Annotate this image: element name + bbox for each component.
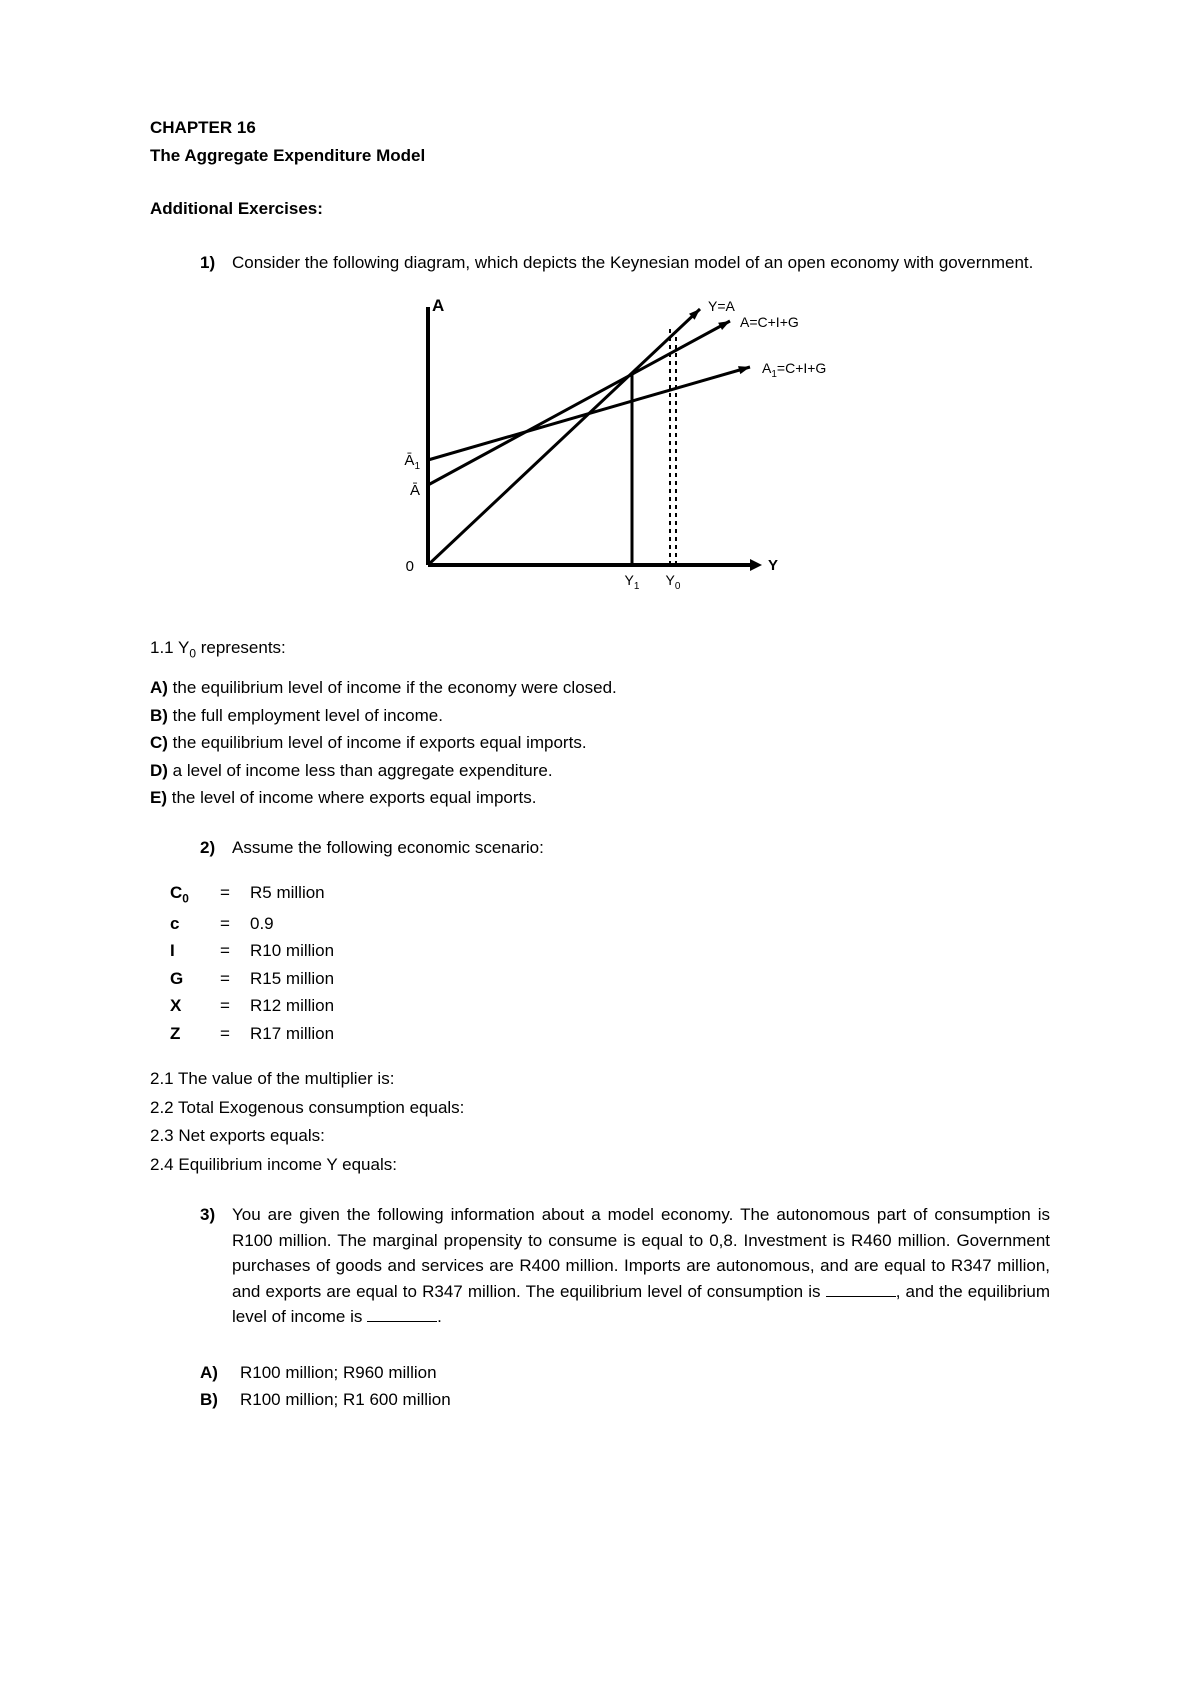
question-3: 3) You are given the following informati… [200,1202,1050,1330]
svg-text:Y1: Y1 [625,572,640,592]
question-2: 2) Assume the following economic scenari… [200,835,1050,861]
option-line: D) a level of income less than aggregate… [150,758,1050,784]
svg-text:0: 0 [406,558,414,575]
q3-options: A)R100 million; R960 millionB)R100 milli… [200,1360,1050,1413]
scenario-row: I=R10 million [170,938,1050,964]
scenario-row: Z=R17 million [170,1021,1050,1047]
svg-text:Y=A: Y=A [708,298,736,314]
option-line: A)R100 million; R960 million [200,1360,1050,1386]
scenario-row: G=R15 million [170,966,1050,992]
q2-sub: 2.2 Total Exogenous consumption equals: [150,1095,1050,1121]
svg-text:A=C+I+G: A=C+I+G [740,314,799,330]
option-line: E) the level of income where exports equ… [150,785,1050,811]
q3-number: 3) [200,1202,232,1330]
svg-text:A1=C+I+G + X1: A1=C+I+G + X1 [762,360,830,380]
chapter-subtitle: The Aggregate Expenditure Model [150,143,1050,169]
q2-sub: 2.4 Equilibrium income Y equals: [150,1152,1050,1178]
svg-text:Ā: Ā [410,482,420,499]
scenario-table: C0=R5 million c=0.9I=R10 millionG=R15 mil… [170,880,1050,1046]
q3-prompt: You are given the following information … [232,1202,1050,1330]
q1-1-label: 1.1 Y0 represents: [150,635,1050,663]
q2-sub: 2.1 The value of the multiplier is: [150,1066,1050,1092]
svg-text:Y: Y [768,557,778,574]
section-heading: Additional Exercises: [150,196,1050,222]
option-line: B) the full employment level of income. [150,703,1050,729]
option-line: C) the equilibrium level of income if ex… [150,730,1050,756]
q1-prompt: Consider the following diagram, which de… [232,250,1050,276]
q2-prompt: Assume the following economic scenario: [232,835,1050,861]
svg-text:A: A [432,296,444,315]
q2-sub: 2.3 Net exports equals: [150,1123,1050,1149]
svg-text:Y0: Y0 [666,572,681,592]
scenario-row: c=0.9 [170,911,1050,937]
q2-number: 2) [200,835,232,861]
option-line: B)R100 million; R1 600 million [200,1387,1050,1413]
keynesian-diagram: 0AYĀĀ1ĀY1Y0Y=AA=C+I+GA1=C+I+G + X1 [150,295,1050,605]
q1-number: 1) [200,250,232,276]
q1-options: A) the equilibrium level of income if th… [150,675,1050,811]
scenario-row: C0=R5 million [170,880,1050,908]
scenario-row: X=R12 million [170,993,1050,1019]
q2-sub-questions: 2.1 The value of the multiplier is: 2.2 T… [150,1066,1050,1177]
option-line: A) the equilibrium level of income if th… [150,675,1050,701]
question-1: 1) Consider the following diagram, which… [200,250,1050,276]
chapter-title: CHAPTER 16 [150,115,1050,141]
